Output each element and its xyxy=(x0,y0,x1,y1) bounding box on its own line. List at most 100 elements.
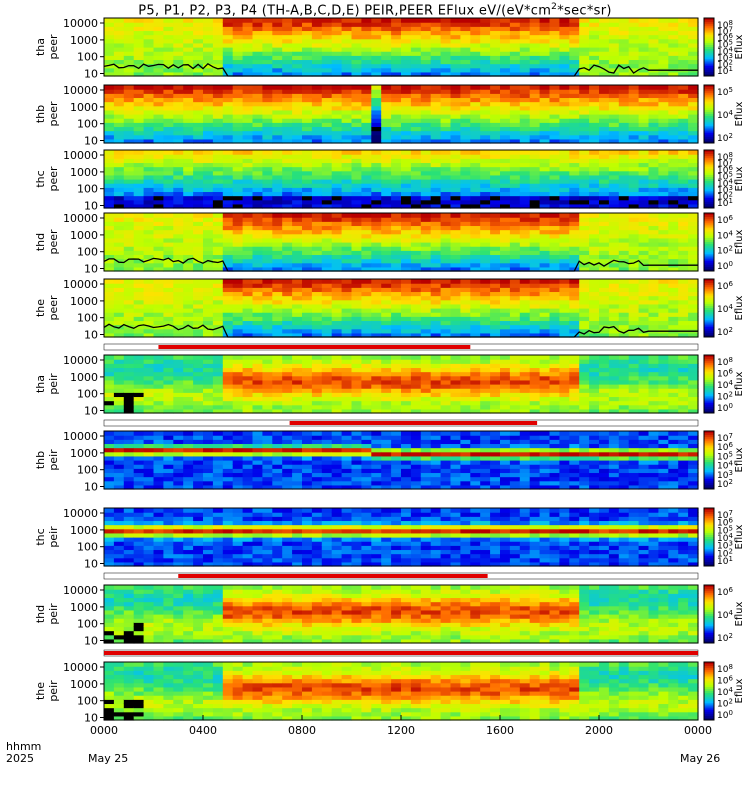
heatmap-cell xyxy=(559,162,570,168)
heatmap-cell xyxy=(470,18,481,23)
heatmap-cell xyxy=(490,384,501,389)
heatmap-cell xyxy=(450,154,461,159)
heatmap-cell xyxy=(450,170,461,176)
heatmap-cell xyxy=(559,122,570,128)
heatmap-cell xyxy=(222,250,234,256)
heatmap-cell xyxy=(579,166,590,172)
heatmap-cell xyxy=(193,134,204,140)
heatmap-cell xyxy=(104,47,115,52)
heatmap-cell xyxy=(440,404,452,410)
heatmap-cell xyxy=(311,30,323,36)
heatmap-cell xyxy=(381,266,392,272)
heatmap-cell xyxy=(440,59,452,65)
heatmap-cell xyxy=(500,266,511,272)
heatmap-cell xyxy=(302,34,313,40)
heatmap-cell xyxy=(668,174,679,180)
heatmap-cell xyxy=(143,299,155,305)
heatmap-cell xyxy=(381,138,392,144)
heatmap-cell xyxy=(104,22,115,27)
heatmap-cell xyxy=(440,179,452,184)
heatmap-cell xyxy=(371,308,382,313)
heatmap-cell xyxy=(658,246,669,251)
heatmap-cell xyxy=(608,101,620,107)
heatmap-cell xyxy=(529,51,541,56)
heatmap-cell xyxy=(341,179,353,184)
heatmap-cell xyxy=(212,67,224,73)
heatmap-cell xyxy=(292,26,303,32)
heatmap-cell xyxy=(302,51,313,56)
heatmap-cell xyxy=(420,332,432,338)
heatmap-cell xyxy=(222,134,234,140)
heatmap-cell xyxy=(351,371,362,377)
heatmap-cell xyxy=(480,254,491,260)
heatmap-cell xyxy=(232,138,244,144)
heatmap-cell xyxy=(113,130,125,136)
heatmap-cell xyxy=(361,359,372,364)
heatmap-cell xyxy=(163,97,174,103)
heatmap-cell xyxy=(589,67,600,73)
heatmap-cell xyxy=(638,101,650,107)
heatmap-cell xyxy=(450,105,461,111)
heatmap-cell xyxy=(579,67,590,73)
heatmap-cell xyxy=(470,237,481,243)
heatmap-cell xyxy=(391,408,402,414)
colorbar-segment xyxy=(704,295,714,299)
heatmap-cell xyxy=(509,105,521,111)
heatmap-cell xyxy=(648,158,659,164)
heatmap-cell xyxy=(133,114,145,119)
heatmap-cell xyxy=(470,384,481,389)
heatmap-cell xyxy=(133,30,145,36)
heatmap-cell xyxy=(381,93,392,99)
heatmap-cell xyxy=(688,237,699,243)
heatmap-cell xyxy=(331,114,343,119)
heatmap-cell xyxy=(203,396,214,402)
heatmap-cell xyxy=(193,42,204,48)
heatmap-cell xyxy=(123,195,135,201)
heatmap-cell xyxy=(341,67,353,73)
heatmap-cell xyxy=(331,266,343,272)
heatmap-cell xyxy=(608,174,620,180)
heatmap-cell xyxy=(559,229,570,235)
heatmap-cell xyxy=(321,191,333,197)
heatmap-cell xyxy=(480,324,491,330)
heatmap-cell xyxy=(252,287,263,293)
heatmap-cell xyxy=(401,303,412,309)
heatmap-cell xyxy=(341,105,353,111)
heatmap-cell xyxy=(668,312,679,317)
heatmap-cell xyxy=(381,183,392,188)
heatmap-cell xyxy=(193,367,204,373)
heatmap-cell xyxy=(579,299,590,305)
heatmap-cell xyxy=(262,312,273,317)
heatmap-cell xyxy=(401,179,412,184)
heatmap-cell xyxy=(589,283,600,288)
colorbar-segment xyxy=(704,53,714,56)
heatmap-cell xyxy=(420,166,432,172)
heatmap-cell xyxy=(460,101,471,107)
heatmap-cell xyxy=(529,295,541,301)
heatmap-cell xyxy=(193,229,204,235)
heatmap-cell xyxy=(203,320,214,326)
colorbar-segment xyxy=(704,162,714,165)
heatmap-cell xyxy=(678,118,689,123)
heatmap-cell xyxy=(153,371,164,377)
colorbar-frame xyxy=(703,17,715,77)
heatmap-cell xyxy=(440,217,452,222)
heatmap-cell xyxy=(410,55,422,61)
heatmap-cell xyxy=(668,34,679,40)
heatmap-cell xyxy=(262,195,273,201)
colorbar-segment xyxy=(704,308,714,311)
heatmap-cell xyxy=(262,324,273,330)
heatmap-cell xyxy=(163,367,174,373)
heatmap-cell xyxy=(539,71,551,77)
heatmap-cell xyxy=(123,166,135,172)
heatmap-cell xyxy=(490,150,501,155)
heatmap-cell xyxy=(519,47,531,52)
heatmap-cell xyxy=(341,158,353,164)
heatmap-cell xyxy=(222,174,234,180)
heatmap-cell xyxy=(183,26,194,32)
heatmap-cell xyxy=(143,400,155,406)
heatmap-cell xyxy=(133,59,145,65)
heatmap-cell xyxy=(242,170,254,176)
heatmap-cell xyxy=(490,213,501,218)
heatmap-cell xyxy=(331,229,343,235)
